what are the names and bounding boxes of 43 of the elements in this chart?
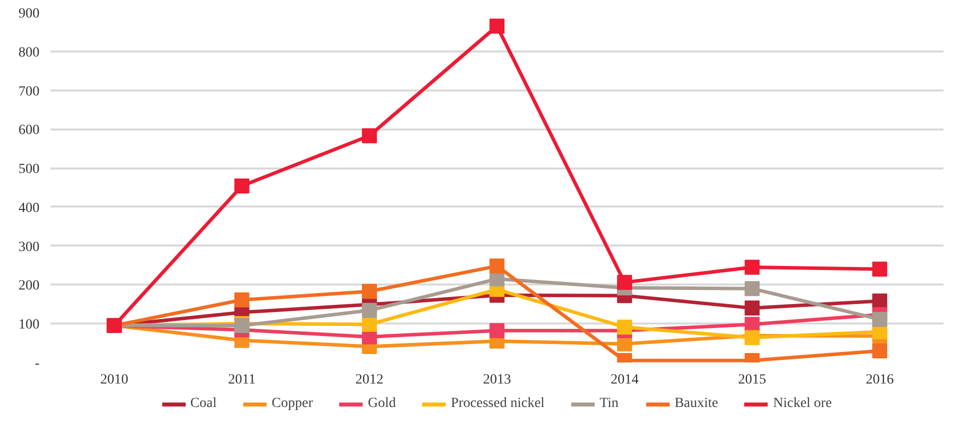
legend-label: Processed nickel <box>450 396 545 412</box>
point <box>490 18 504 34</box>
point <box>617 336 632 352</box>
point <box>872 343 888 358</box>
x-tick-label: 2015 <box>738 372 766 388</box>
legend-label: Bauxite <box>674 396 718 412</box>
point <box>872 262 888 277</box>
point <box>617 274 632 290</box>
legend-label: Gold <box>368 396 396 412</box>
point <box>744 281 760 296</box>
point <box>744 300 760 316</box>
x-tick-label: 2012 <box>355 372 384 388</box>
point <box>362 128 377 144</box>
point <box>744 260 760 275</box>
y-tick-label: 800 <box>18 45 40 60</box>
legend-label: Tin <box>600 396 620 412</box>
x-tick-label: 2016 <box>866 372 894 388</box>
legend-label: Coal <box>190 396 217 412</box>
x-tick-label: 2013 <box>483 372 511 388</box>
point <box>490 258 504 274</box>
y-tick-label: 500 <box>18 162 40 178</box>
point <box>872 312 888 327</box>
y-tick-label: 200 <box>18 278 40 294</box>
legend-label: Nickel ore <box>773 396 832 412</box>
point <box>362 316 377 332</box>
y-tick-label: 100 <box>18 318 40 333</box>
point <box>234 292 250 308</box>
point <box>617 320 632 335</box>
x-tick-label: 2010 <box>100 372 128 388</box>
y-tick-label: 900 <box>18 6 40 22</box>
x-tick-label: 2011 <box>228 372 256 388</box>
point <box>490 323 504 338</box>
y-tick-label: 400 <box>18 200 40 216</box>
x-tick-label: 2014 <box>610 372 639 388</box>
y-tick-label: 300 <box>18 240 40 255</box>
legend-label: Copper <box>272 396 313 412</box>
point <box>872 294 888 309</box>
point <box>234 178 250 194</box>
point <box>362 284 377 299</box>
y-tick-label: - <box>34 356 40 372</box>
y-tick-label: 700 <box>18 84 40 100</box>
point <box>362 302 377 318</box>
y-tick-label: 600 <box>18 123 40 138</box>
